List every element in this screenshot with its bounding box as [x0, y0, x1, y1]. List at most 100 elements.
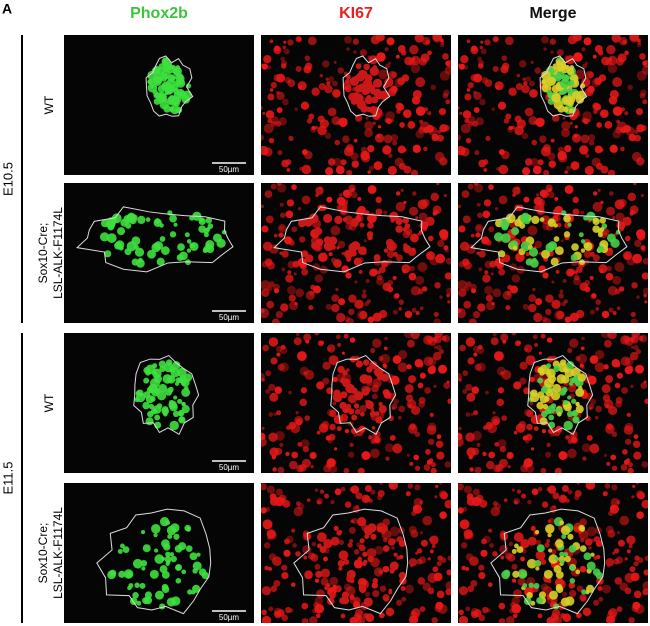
cell: [427, 111, 432, 116]
cell: [542, 222, 550, 231]
cell: [272, 556, 282, 567]
cell: [358, 585, 367, 594]
cell: [356, 542, 362, 548]
cell: [322, 60, 330, 68]
cell: [478, 250, 486, 258]
cell: [349, 594, 355, 600]
cell: [505, 305, 511, 311]
cell: [561, 375, 570, 384]
cell: [372, 378, 382, 388]
cell: [489, 543, 494, 548]
cell: [568, 544, 577, 553]
cell: [540, 333, 546, 339]
cell: [458, 426, 462, 430]
group-label: E10.5: [0, 162, 15, 196]
cell: [627, 467, 634, 473]
cell: [529, 376, 535, 383]
cell: [515, 423, 526, 433]
cell: [545, 242, 555, 253]
cell: [147, 249, 156, 259]
cell: [469, 556, 479, 567]
cell: [311, 87, 320, 96]
cell: [406, 339, 415, 348]
cell: [637, 232, 646, 241]
cell: [594, 145, 603, 154]
cell: [416, 548, 423, 554]
cell: [522, 167, 531, 175]
cell: [261, 63, 268, 70]
cell: [540, 559, 547, 565]
cell: [172, 361, 181, 370]
cell: [543, 569, 553, 579]
cell: [496, 398, 505, 407]
micrograph: [261, 35, 451, 175]
cell: [348, 242, 358, 253]
cell: [392, 140, 398, 146]
cell: [262, 111, 266, 115]
cell: [616, 119, 621, 124]
cell: [177, 243, 185, 251]
cell: [436, 451, 445, 460]
cell: [293, 506, 304, 517]
cell: [432, 35, 442, 43]
cell: [529, 80, 535, 87]
cell: [607, 285, 618, 296]
cell: [440, 491, 449, 500]
cell: [381, 524, 388, 532]
cell: [305, 290, 315, 300]
cell: [156, 391, 167, 401]
cell: [332, 80, 338, 87]
cell: [439, 38, 444, 43]
cell: [499, 446, 506, 453]
cell: [563, 420, 573, 431]
cell: [318, 252, 328, 263]
cell: [288, 135, 294, 142]
cell: [513, 532, 524, 542]
cell: [394, 293, 400, 299]
cell: [346, 368, 350, 372]
cell: [295, 551, 301, 557]
cell: [562, 278, 567, 284]
image-background: [64, 183, 254, 323]
cell: [264, 565, 269, 571]
cell: [546, 442, 551, 448]
cell: [427, 235, 434, 242]
cell: [283, 48, 290, 55]
cell: [327, 158, 336, 166]
cell: [529, 392, 540, 403]
cell: [520, 241, 531, 252]
cell: [106, 233, 117, 243]
cell: [633, 590, 642, 599]
cell: [341, 351, 345, 355]
cell: [517, 569, 528, 579]
cell: [569, 121, 573, 125]
cell: [268, 137, 275, 144]
cell: [591, 293, 597, 299]
cell: [619, 227, 624, 232]
cell: [571, 398, 577, 404]
cell: [492, 411, 496, 415]
cell: [282, 45, 286, 50]
cell: [299, 236, 306, 243]
cell: [386, 250, 395, 259]
cell: [643, 293, 648, 298]
cell: [581, 589, 587, 595]
cell: [458, 204, 461, 209]
cell: [502, 290, 512, 300]
cell: [633, 561, 639, 567]
cell: [381, 529, 392, 540]
cell: [300, 101, 310, 110]
cell: [623, 459, 630, 465]
cell: [348, 308, 355, 316]
cell: [440, 557, 447, 564]
cell: [534, 559, 542, 567]
cell: [276, 609, 285, 618]
cell: [304, 415, 311, 421]
cell: [395, 225, 403, 233]
cell: [261, 288, 270, 298]
cell: [550, 257, 559, 266]
cell: [415, 275, 425, 285]
cell: [391, 71, 398, 78]
cell: [561, 591, 568, 597]
cell: [374, 411, 380, 417]
